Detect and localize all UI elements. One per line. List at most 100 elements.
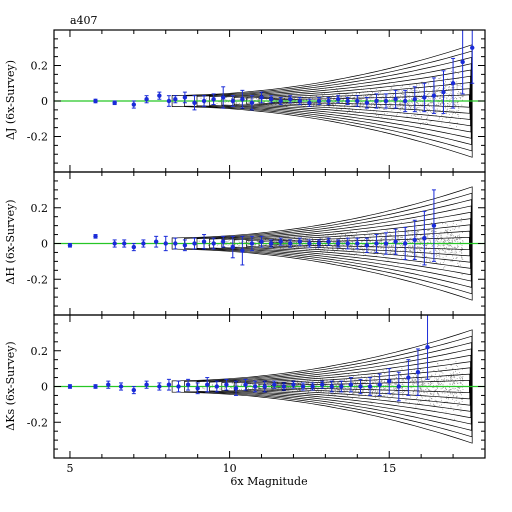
data-point: [106, 382, 111, 387]
data-point: [300, 384, 306, 389]
data-point: [211, 241, 216, 246]
data-point: [182, 243, 188, 248]
data-point: [93, 234, 98, 239]
data-point: [195, 386, 200, 391]
data-point: [281, 384, 287, 389]
data-point: [402, 98, 408, 104]
data-point: [268, 241, 274, 246]
data-point: [157, 93, 162, 98]
data-point: [118, 384, 124, 389]
data-point: [240, 248, 245, 253]
data-point: [93, 98, 98, 104]
data-point: [374, 241, 379, 246]
data-point: [201, 98, 207, 104]
chart-title: a407: [70, 14, 98, 27]
density-contours: [171, 186, 473, 301]
data-point: [166, 98, 172, 104]
data-point: [431, 223, 437, 228]
x-axis-label: 6x Magnitude: [230, 475, 307, 488]
data-point: [278, 98, 283, 104]
data-point: [173, 97, 178, 102]
data-point: [335, 97, 341, 102]
data-point: [230, 98, 235, 104]
data-point: [230, 244, 235, 250]
data-point: [415, 370, 421, 375]
data-point: [144, 382, 149, 387]
data-point: [358, 384, 363, 389]
data-point: [297, 239, 303, 244]
data-point: [393, 239, 398, 244]
panel-h: -0.2 0 0.2: [27, 171, 486, 316]
data-point: [112, 241, 117, 246]
y-axis-label-h: ΔH (6x-Survey): [4, 199, 17, 284]
data-point: [345, 241, 350, 246]
data-point: [412, 237, 417, 243]
data-point: [201, 239, 207, 244]
y-axis-label-ks: ΔKs (6x-Survey): [4, 341, 17, 430]
data-point: [297, 98, 303, 104]
data-point: [67, 384, 73, 389]
data-point: [205, 382, 210, 387]
data-point: [182, 95, 188, 100]
data-point: [240, 97, 245, 102]
plot-area: [54, 30, 485, 158]
y-tick-label: 0.2: [31, 345, 49, 358]
data-point: [425, 344, 430, 350]
panel-j: -0.2 0 0.2: [27, 29, 486, 173]
data-point: [288, 241, 293, 246]
y-tick-label: 0.2: [31, 202, 49, 215]
data-point: [460, 59, 465, 65]
data-point: [412, 97, 417, 102]
data-point: [348, 382, 354, 387]
data-point: [307, 100, 312, 105]
data-point: [233, 386, 239, 391]
data-point: [163, 241, 168, 246]
data-point: [221, 95, 226, 100]
panel-ks: -0.2 0 0.2 5 10 15: [27, 314, 486, 475]
y-tick-label: 0: [41, 381, 48, 394]
data-point: [141, 241, 146, 246]
data-point: [93, 384, 98, 389]
data-point: [329, 384, 334, 389]
y-tick-label: 0: [41, 238, 48, 251]
data-point: [364, 100, 370, 105]
data-point: [211, 97, 216, 102]
data-point: [422, 95, 427, 100]
data-point: [131, 244, 137, 250]
density-contours: [171, 44, 473, 158]
data-point: [131, 102, 137, 107]
data-point: [307, 241, 312, 246]
x-tick-label: 10: [223, 462, 237, 475]
y-tick-label: 0.2: [31, 60, 49, 73]
background-point-cloud: [198, 218, 464, 276]
data-point: [441, 89, 446, 95]
data-point: [131, 387, 137, 393]
data-point: [173, 241, 178, 246]
data-point: [316, 98, 322, 104]
data-point: [153, 239, 159, 244]
data-point: [335, 241, 341, 246]
data-point: [326, 239, 331, 244]
data-point: [259, 95, 264, 100]
data-point: [249, 241, 255, 246]
data-point: [249, 100, 255, 105]
data-point: [192, 100, 197, 105]
data-point: [406, 375, 411, 380]
y-tick-label: -0.2: [27, 416, 48, 429]
y-axis-label-j: ΔJ (6x-Survey): [4, 60, 17, 140]
data-point: [278, 239, 283, 244]
data-point: [345, 98, 350, 104]
data-point: [387, 378, 392, 384]
data-point: [364, 243, 370, 248]
data-point: [431, 93, 437, 98]
data-point: [185, 382, 191, 387]
data-point: [192, 241, 197, 246]
data-point: [396, 384, 401, 389]
data-point: [367, 384, 373, 389]
data-point: [268, 97, 274, 102]
y-tick-label: 0: [41, 95, 48, 108]
data-point: [310, 384, 315, 389]
x-tick-label: 5: [66, 462, 73, 475]
